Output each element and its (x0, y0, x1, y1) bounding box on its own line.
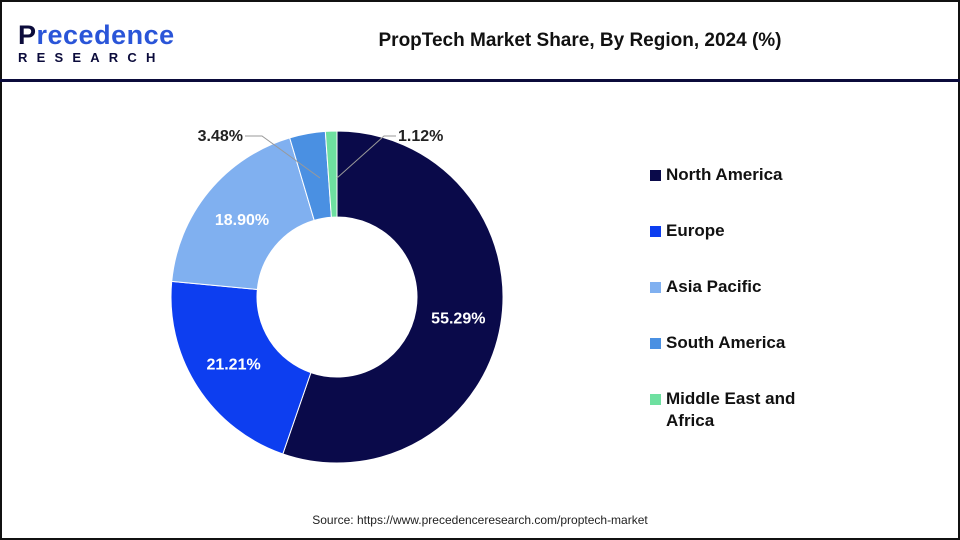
logo-subtext: RESEARCH (18, 50, 165, 65)
slice-north-america (282, 130, 504, 464)
logo: Precedence RESEARCH (18, 20, 175, 66)
legend-label: South America (666, 333, 786, 352)
slice-europe (170, 280, 312, 455)
legend-label: Middle East and Africa (666, 389, 796, 430)
chart-title: PropTech Market Share, By Region, 2024 (… (378, 30, 782, 51)
slice-middle-east-and-africa (324, 130, 338, 218)
legend-swatch (650, 282, 661, 293)
data-label: 1.12% (398, 128, 443, 145)
legend-swatch (650, 338, 661, 349)
data-label: 18.90% (215, 212, 269, 229)
leader-line (336, 135, 396, 179)
legend-swatch (650, 226, 661, 237)
slice-asia-pacific (171, 137, 315, 291)
header-divider (0, 79, 960, 82)
data-label: 3.48% (198, 128, 243, 145)
source-text: Source: https://www.precedenceresearch.c… (312, 513, 648, 527)
data-label: 55.29% (431, 310, 485, 327)
logo-text: recedence (36, 20, 175, 50)
legend-swatch (650, 170, 661, 181)
legend-swatch (650, 394, 661, 405)
legend-label: North America (666, 165, 783, 184)
logo-p: P (18, 20, 37, 50)
legend-label: Asia Pacific (666, 277, 762, 296)
legend-label: Europe (666, 221, 725, 240)
leader-line (245, 135, 321, 179)
data-label: 21.21% (206, 357, 260, 374)
